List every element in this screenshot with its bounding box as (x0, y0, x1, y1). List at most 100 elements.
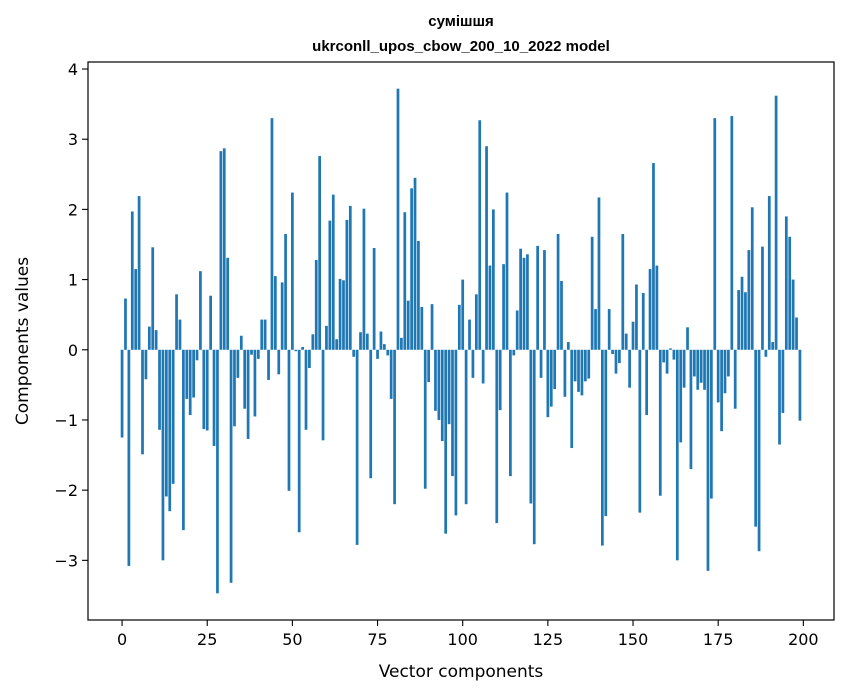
bar (611, 349, 614, 354)
bar (440, 349, 444, 442)
bar (788, 236, 792, 350)
bar (294, 349, 298, 352)
bar (154, 330, 158, 350)
bar (597, 197, 601, 350)
x-tick-label: 0 (117, 630, 127, 649)
x-axis-label: Vector components (379, 662, 544, 682)
bar (188, 349, 192, 416)
bar (168, 349, 172, 512)
bar (355, 349, 359, 545)
bar (253, 349, 257, 417)
plot-frame (87, 61, 835, 621)
bar (669, 348, 672, 350)
bar (474, 294, 478, 350)
bar (277, 349, 281, 375)
bar (798, 349, 802, 421)
y-axis-label: Components values (13, 257, 33, 425)
bar (601, 349, 604, 546)
y-tick-label: 2 (68, 200, 78, 219)
bar (410, 188, 413, 350)
bar (175, 294, 178, 350)
bar (744, 292, 747, 350)
bar (379, 331, 383, 350)
bar (376, 349, 379, 359)
bar (713, 118, 717, 350)
y-tick-label: 4 (68, 60, 78, 79)
bar (658, 349, 662, 496)
bar (522, 257, 526, 350)
bar (529, 349, 533, 504)
chart-title-line-1: сумішшя (428, 13, 494, 30)
bar (672, 349, 676, 360)
bar (195, 349, 199, 361)
x-tick-label: 25 (197, 630, 217, 649)
y-tick-label: −1 (54, 411, 78, 430)
bar (164, 349, 168, 497)
bar (461, 279, 465, 350)
bar (481, 349, 485, 384)
bar (502, 264, 505, 350)
bar (209, 295, 212, 350)
bar (158, 349, 161, 430)
bar (219, 151, 223, 350)
bar (699, 349, 703, 383)
bar (437, 349, 441, 420)
bar (761, 246, 764, 350)
bar (778, 349, 781, 445)
bar (413, 177, 417, 350)
bar (233, 349, 236, 427)
bar (498, 349, 502, 411)
bar (556, 233, 560, 350)
bar (710, 349, 713, 499)
bar (740, 276, 744, 350)
bar (178, 319, 182, 350)
bar (318, 156, 321, 350)
bar (301, 346, 304, 350)
bar (621, 233, 625, 350)
bar (509, 349, 512, 477)
bar (577, 349, 580, 392)
bar (389, 349, 393, 399)
bar (485, 146, 488, 350)
bar (495, 349, 499, 524)
bar (372, 248, 376, 350)
bar (703, 349, 706, 390)
bar (737, 290, 740, 350)
bar (222, 148, 226, 350)
y-tick-label: 3 (68, 130, 78, 149)
bar (263, 319, 267, 350)
bar (130, 211, 134, 350)
bar (270, 118, 274, 350)
bar (345, 219, 349, 350)
bar (427, 349, 431, 383)
bar (430, 304, 434, 350)
bar (260, 319, 264, 350)
bar (747, 250, 751, 350)
bar (280, 282, 284, 350)
bar (607, 309, 611, 350)
bar (662, 349, 666, 363)
bar (505, 192, 509, 350)
bar (539, 349, 543, 378)
bar (127, 349, 131, 566)
bar (212, 349, 216, 446)
bar (553, 349, 557, 390)
bar (284, 233, 287, 350)
bar (665, 349, 669, 374)
bar (362, 208, 366, 350)
bar (675, 349, 679, 561)
bar (570, 349, 574, 449)
bar (696, 349, 700, 390)
bar (457, 304, 461, 350)
bar (549, 349, 553, 407)
x-axis-ticks: 0 25 50 75 100 125 150 175 200 (117, 620, 819, 649)
bar (515, 310, 519, 350)
bar (250, 349, 253, 355)
bar (655, 265, 659, 350)
bar (583, 349, 587, 382)
bar (267, 349, 270, 380)
bar (488, 265, 492, 350)
bar (767, 196, 771, 350)
bar (393, 349, 396, 505)
bar (192, 349, 195, 398)
